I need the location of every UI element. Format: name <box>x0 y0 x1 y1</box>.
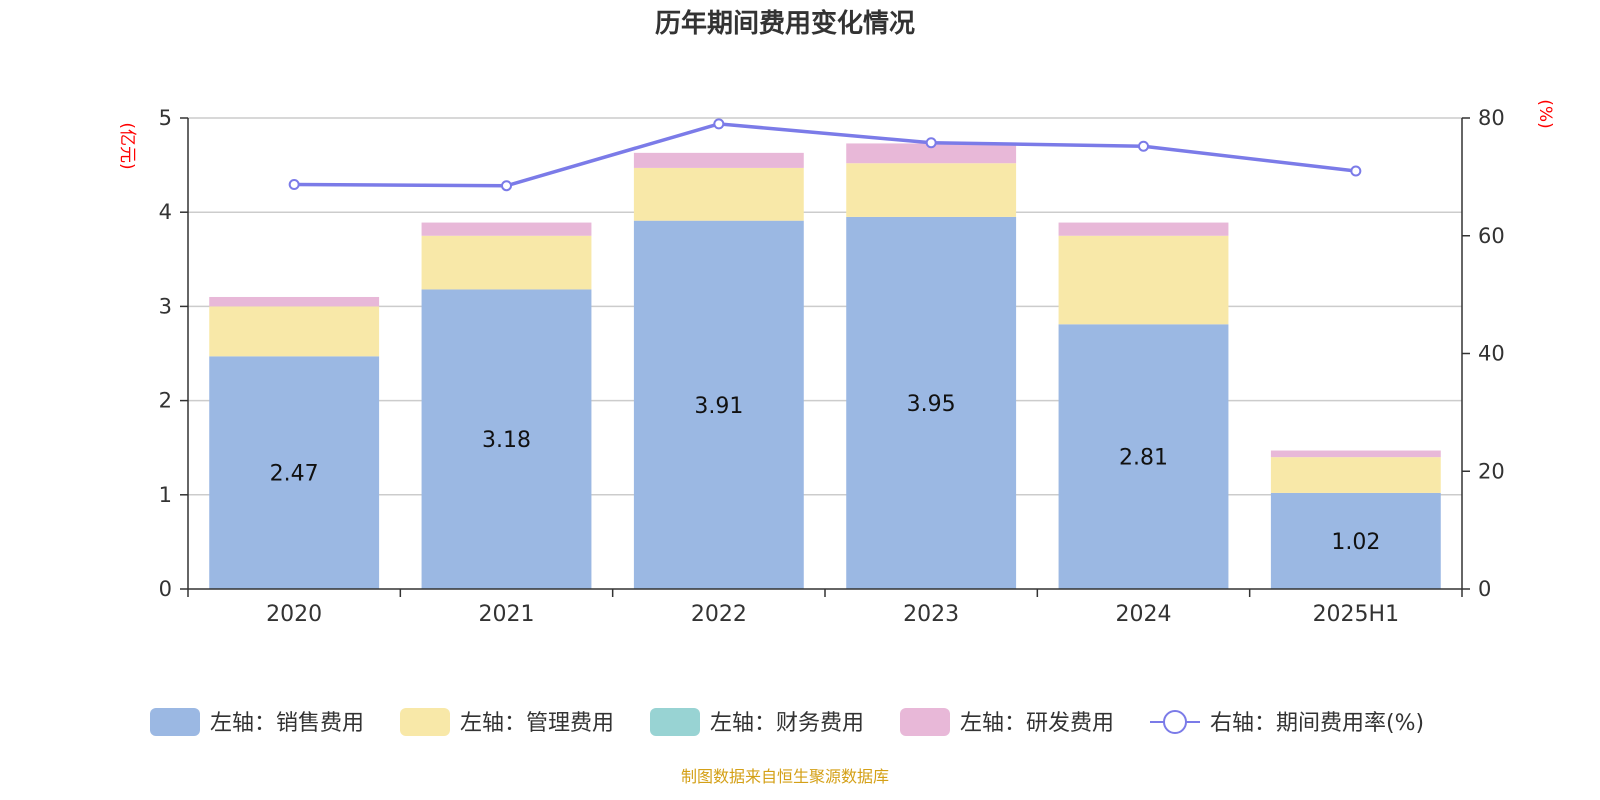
right-tick-label: 60 <box>1478 224 1505 248</box>
right-tick-label: 20 <box>1478 459 1505 483</box>
x-tick-label: 2023 <box>903 602 959 627</box>
grid-lines <box>188 117 1462 496</box>
legend-swatch <box>650 708 700 736</box>
x-axis: 2020 2021 2022 2023 2024 2025H1 <box>187 588 1463 627</box>
rate-point <box>501 180 512 192</box>
legend-label: 左轴：研发费用 <box>960 711 1114 736</box>
legend-swatch <box>400 708 450 736</box>
legend-swatch <box>900 708 950 736</box>
left-tick-label: 1 <box>159 483 172 507</box>
bar <box>209 296 380 307</box>
right-axis: 0 20 40 60 80 <box>1461 106 1505 601</box>
rate-line <box>294 122 1357 188</box>
legend-label: 左轴：管理费用 <box>460 711 614 736</box>
legend: 左轴：销售费用 左轴：管理费用 左轴：财务费用 左轴：研发费用 右轴：期间费用率(%) <box>150 708 1424 736</box>
left-tick-label: 0 <box>159 577 172 601</box>
rate-point <box>925 137 937 149</box>
bar-data-label: 3.18 <box>482 428 531 453</box>
bar <box>846 143 1017 164</box>
line-series <box>288 118 1362 192</box>
left-tick-label: 3 <box>159 294 172 318</box>
legend-label: 左轴：销售费用 <box>210 711 364 736</box>
rate-point <box>1350 165 1362 177</box>
bar-data-label: 3.95 <box>907 392 956 417</box>
right-tick-label: 80 <box>1478 106 1505 130</box>
x-tick-label: 2020 <box>266 602 322 627</box>
right-tick-label: 0 <box>1478 577 1491 601</box>
left-axis-unit: (亿元) <box>117 122 137 169</box>
bar-series: 2.47 3.18 3.91 3.95 2.81 1.02 <box>209 143 1441 590</box>
bar <box>421 235 592 290</box>
rate-point <box>713 118 725 130</box>
rate-point <box>288 179 300 191</box>
bar <box>1270 457 1441 493</box>
bar <box>633 152 804 168</box>
bar-data-label: 3.91 <box>694 394 743 419</box>
bar-data-label: 2.47 <box>270 462 319 487</box>
x-tick-label: 2025H1 <box>1313 602 1400 627</box>
left-tick-label: 4 <box>159 200 172 224</box>
bar-data-label: 2.81 <box>1119 446 1168 471</box>
bar <box>1058 235 1229 325</box>
legend-marker-swatch <box>1163 710 1187 734</box>
left-tick-label: 5 <box>159 106 172 130</box>
data-source: 制图数据来自恒生聚源数据库 <box>681 767 889 786</box>
left-tick-label: 2 <box>159 389 172 413</box>
legend-swatch <box>150 708 200 736</box>
bar <box>846 163 1017 217</box>
bar <box>633 220 804 590</box>
chart-title: 历年期间费用变化情况 <box>655 8 915 39</box>
bar <box>846 216 1017 589</box>
bar <box>209 356 380 589</box>
bar <box>421 289 592 589</box>
legend-label: 左轴：财务费用 <box>710 711 864 736</box>
rate-point <box>1138 140 1149 152</box>
left-axis: 0 1 2 3 4 5 <box>159 106 189 601</box>
bar <box>633 167 804 221</box>
bar <box>1058 222 1229 236</box>
bar <box>421 222 592 236</box>
legend-label: 右轴：期间费用率(%) <box>1210 711 1424 736</box>
right-tick-label: 40 <box>1478 342 1505 366</box>
x-tick-label: 2024 <box>1116 602 1172 627</box>
bar <box>1058 324 1229 589</box>
bar-data-label: 1.02 <box>1331 530 1380 555</box>
right-axis-unit: (%) <box>1535 99 1555 128</box>
x-tick-label: 2021 <box>479 602 535 627</box>
bar <box>1270 450 1441 458</box>
x-tick-label: 2022 <box>691 602 747 627</box>
bar <box>209 306 380 357</box>
bar <box>1270 492 1441 589</box>
